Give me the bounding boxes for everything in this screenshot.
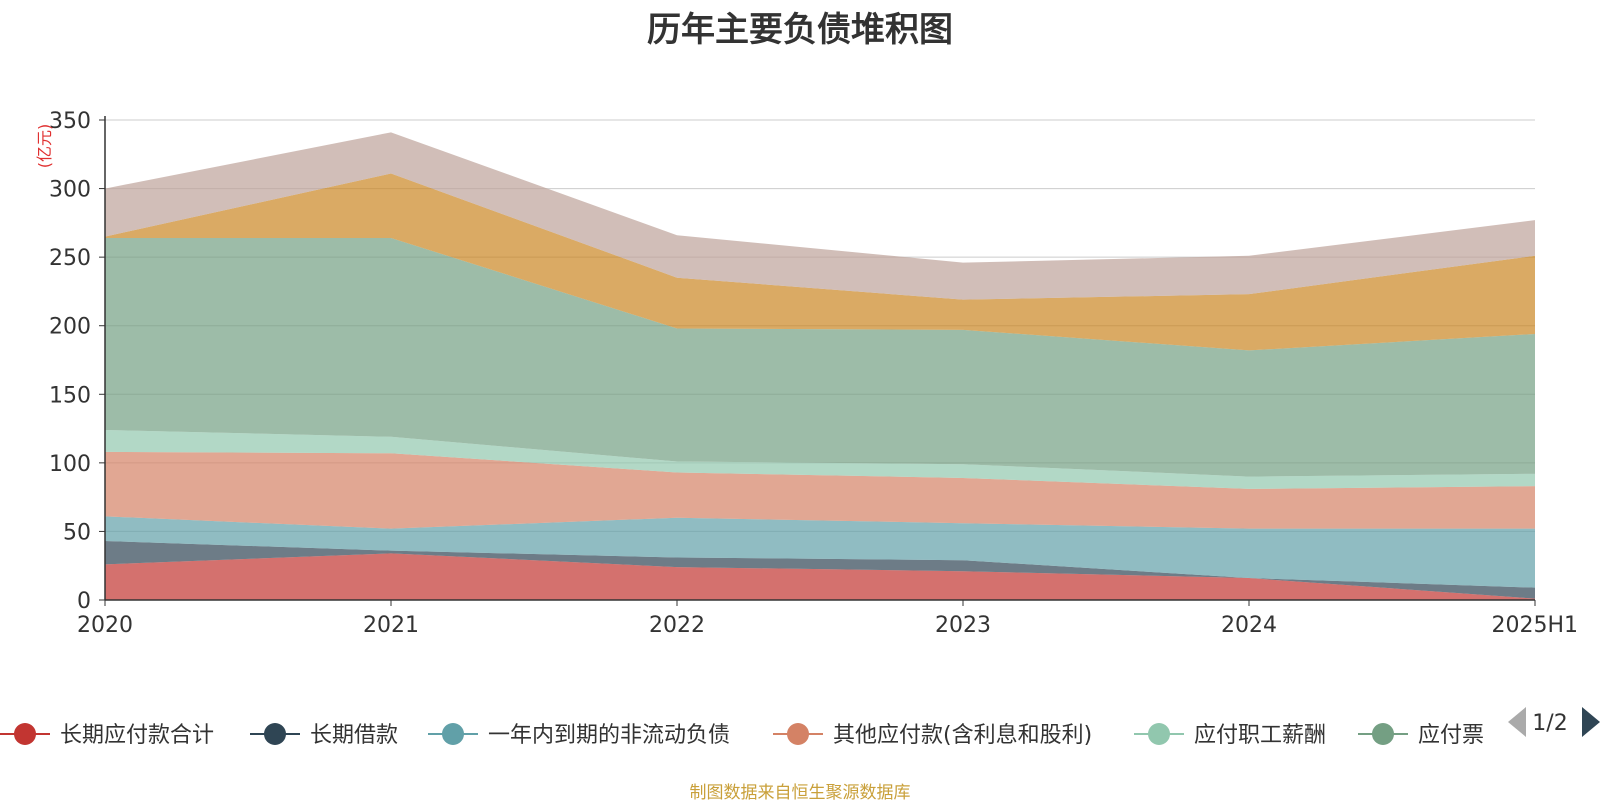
legend-marker <box>1372 723 1394 745</box>
source-note: 制图数据来自恒生聚源数据库 <box>689 783 911 803</box>
y-tick-label: 350 <box>49 109 91 134</box>
legend-label: 其他应付款(含利息和股利) <box>833 723 1092 748</box>
legend-marker <box>14 723 36 745</box>
legend-item[interactable]: 长期借款 <box>250 723 398 748</box>
area-series-1 <box>105 541 1535 599</box>
y-tick-label: 0 <box>77 589 91 614</box>
y-tick-label: 100 <box>49 452 91 477</box>
legend-label: 长期借款 <box>310 723 398 748</box>
legend-label: 长期应付款合计 <box>60 723 214 748</box>
axes: 0 50 100 150 200 250 300 350(亿元) 2020 2021 2022 202… <box>35 109 1578 638</box>
legend-item[interactable]: 一年内到期的非流动负债 <box>428 723 730 748</box>
area-series-0 <box>105 553 1535 600</box>
legend-item[interactable]: 长期应付款合计 <box>0 723 214 748</box>
x-tick-label: 2020 <box>77 613 133 638</box>
chart-title: 历年主要负债堆积图 <box>647 10 953 50</box>
legend-page-indicator: 1/2 <box>1532 711 1567 736</box>
legend-label: 应付票 <box>1418 723 1484 748</box>
legend-prev-icon[interactable] <box>1508 707 1526 737</box>
legend-item[interactable]: 应付票 <box>1358 723 1484 748</box>
legend-pager: 1/2 <box>1508 707 1600 737</box>
area-series-5 <box>105 237 1535 477</box>
x-tick-label: 2021 <box>363 613 419 638</box>
legend-marker <box>787 723 809 745</box>
legend-item[interactable]: 应付职工薪酬 <box>1134 723 1326 748</box>
y-tick-label: 250 <box>49 246 91 271</box>
legend: 长期应付款合计 长期借款 一年内到期的非流动负债 其他应付款(含利息和股利) 应付职工薪… <box>0 723 1484 748</box>
x-tick-label: 2022 <box>649 613 705 638</box>
legend-marker <box>264 723 286 745</box>
y-tick-label: 200 <box>49 315 91 340</box>
stacked-areas <box>105 132 1535 600</box>
area-series-2 <box>105 516 1535 588</box>
y-tick-label: 150 <box>49 383 91 408</box>
x-tick-label: 2025H1 <box>1491 613 1578 638</box>
legend-item[interactable]: 其他应付款(含利息和股利) <box>773 723 1092 748</box>
y-unit-label: (亿元) <box>35 124 54 169</box>
legend-marker <box>1148 723 1170 745</box>
legend-marker <box>442 723 464 745</box>
y-tick-label: 50 <box>63 520 91 545</box>
x-tick-label: 2024 <box>1221 613 1277 638</box>
area-series-6 <box>105 173 1535 351</box>
x-tick-label: 2023 <box>935 613 991 638</box>
legend-label: 一年内到期的非流动负债 <box>488 723 730 748</box>
legend-label: 应付职工薪酬 <box>1194 723 1326 748</box>
area-series-4 <box>105 429 1535 489</box>
y-tick-label: 300 <box>49 178 91 203</box>
legend-next-icon[interactable] <box>1582 707 1600 737</box>
area-series-3 <box>105 451 1535 529</box>
area-series-7 <box>105 132 1535 300</box>
